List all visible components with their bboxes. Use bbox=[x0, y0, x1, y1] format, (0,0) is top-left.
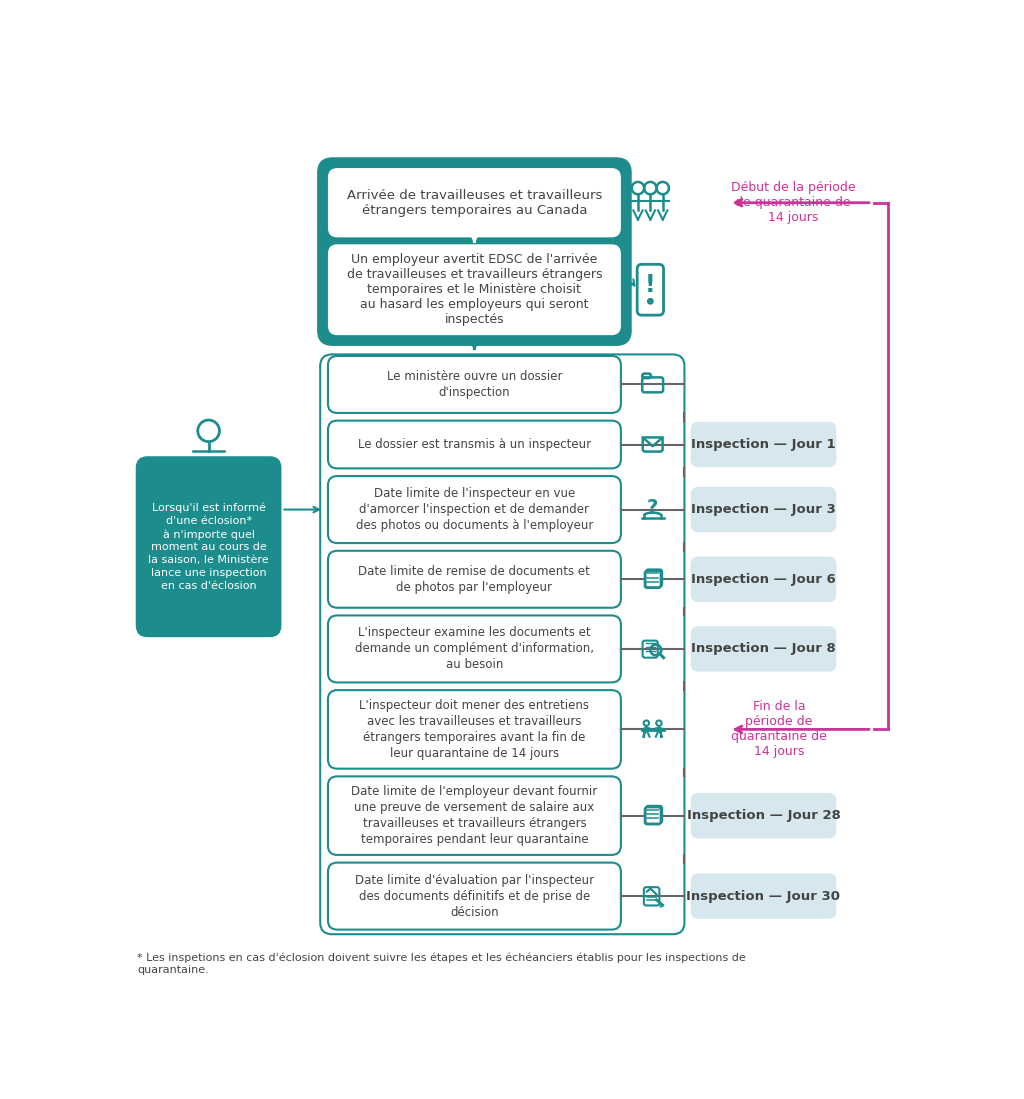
FancyBboxPatch shape bbox=[690, 556, 837, 602]
FancyBboxPatch shape bbox=[637, 265, 664, 315]
FancyBboxPatch shape bbox=[328, 421, 621, 468]
FancyBboxPatch shape bbox=[690, 874, 837, 919]
FancyBboxPatch shape bbox=[690, 792, 837, 839]
FancyBboxPatch shape bbox=[136, 456, 282, 637]
Text: Inspection — Jour 1: Inspection — Jour 1 bbox=[691, 439, 836, 451]
Text: L'inspecteur doit mener des entretiens
avec les travailleuses et travailleurs
ét: L'inspecteur doit mener des entretiens a… bbox=[359, 699, 590, 759]
Text: Inspection — Jour 30: Inspection — Jour 30 bbox=[686, 889, 841, 902]
Text: * Les inspetions en cas d'éclosion doivent suivre les étapes et les échéanciers : * Les inspetions en cas d'éclosion doive… bbox=[137, 953, 746, 975]
Text: Le ministère ouvre un dossier
d'inspection: Le ministère ouvre un dossier d'inspecti… bbox=[387, 370, 562, 399]
Text: Date limite de remise de documents et
de photos par l'employeur: Date limite de remise de documents et de… bbox=[358, 565, 591, 593]
Text: Fin de la
période de
quarantaine de
14 jours: Fin de la période de quarantaine de 14 j… bbox=[731, 700, 826, 758]
Text: Début de la période
de quarantaine de
14 jours: Début de la période de quarantaine de 14… bbox=[731, 181, 856, 224]
Text: Date limite de l'employeur devant fournir
une preuve de versement de salaire aux: Date limite de l'employeur devant fourni… bbox=[351, 785, 598, 846]
Text: Inspection — Jour 8: Inspection — Jour 8 bbox=[691, 643, 836, 655]
FancyBboxPatch shape bbox=[328, 476, 621, 543]
FancyBboxPatch shape bbox=[690, 487, 837, 532]
Text: Date limite d'évaluation par l'inspecteur
des documents définitifs et de prise d: Date limite d'évaluation par l'inspecteu… bbox=[355, 874, 594, 919]
Text: Lorsqu'il est informé
d'une éclosion*
à n'importe quel
moment au cours de
la sai: Lorsqu'il est informé d'une éclosion* à … bbox=[148, 502, 269, 590]
FancyBboxPatch shape bbox=[328, 168, 621, 237]
FancyBboxPatch shape bbox=[317, 157, 632, 346]
FancyBboxPatch shape bbox=[690, 422, 837, 467]
Text: !: ! bbox=[645, 274, 655, 297]
Text: Inspection — Jour 28: Inspection — Jour 28 bbox=[686, 809, 841, 822]
FancyBboxPatch shape bbox=[328, 615, 621, 682]
FancyBboxPatch shape bbox=[328, 356, 621, 413]
Text: Le dossier est transmis à un inspecteur: Le dossier est transmis à un inspecteur bbox=[357, 439, 591, 451]
FancyBboxPatch shape bbox=[328, 690, 621, 768]
Text: Date limite de l'inspecteur en vue
d'amorcer l'inspection et de demander
des pho: Date limite de l'inspecteur en vue d'amo… bbox=[355, 487, 593, 532]
FancyBboxPatch shape bbox=[645, 807, 662, 823]
Text: ?: ? bbox=[647, 498, 658, 517]
FancyBboxPatch shape bbox=[646, 806, 663, 823]
Text: Inspection — Jour 3: Inspection — Jour 3 bbox=[691, 503, 836, 517]
FancyBboxPatch shape bbox=[328, 776, 621, 855]
Text: Un employeur avertit EDSC de l'arrivée
de travailleuses et travailleurs étranger: Un employeur avertit EDSC de l'arrivée d… bbox=[347, 253, 602, 326]
Circle shape bbox=[647, 299, 653, 304]
Text: Inspection — Jour 6: Inspection — Jour 6 bbox=[691, 573, 836, 586]
Text: Arrivée de travailleuses et travailleurs
étrangers temporaires au Canada: Arrivée de travailleuses et travailleurs… bbox=[347, 189, 602, 217]
Circle shape bbox=[211, 459, 216, 465]
FancyBboxPatch shape bbox=[646, 569, 663, 587]
FancyBboxPatch shape bbox=[328, 551, 621, 608]
FancyBboxPatch shape bbox=[645, 570, 662, 587]
Text: L'inspecteur examine les documents et
demande un complément d'information,
au be: L'inspecteur examine les documents et de… bbox=[355, 626, 594, 671]
FancyBboxPatch shape bbox=[328, 244, 621, 335]
FancyBboxPatch shape bbox=[690, 626, 837, 671]
FancyBboxPatch shape bbox=[328, 863, 621, 930]
